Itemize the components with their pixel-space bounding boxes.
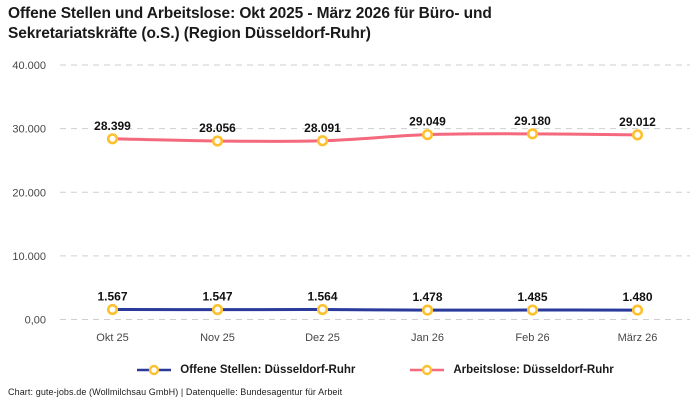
data-point[interactable]	[316, 303, 329, 316]
data-point[interactable]	[526, 304, 539, 316]
x-tick-label: Nov 25	[200, 332, 235, 344]
data-point[interactable]	[526, 128, 539, 140]
data-label: 29.180	[514, 114, 551, 128]
data-label: 1.564	[307, 290, 337, 304]
data-label: 1.567	[97, 290, 127, 304]
data-label: 29.012	[619, 115, 656, 129]
legend: Offene Stellen: Düsseldorf-Ruhr Arbeitslo…	[60, 361, 690, 379]
x-tick-label: Dez 25	[305, 332, 340, 344]
data-point[interactable]	[421, 129, 434, 141]
data-point[interactable]	[316, 135, 329, 147]
y-tick-label: 40.000	[12, 60, 46, 72]
attribution: Chart: gute-jobs.de (Wollmilchsau GmbH) …	[8, 387, 343, 397]
x-tick-label: Okt 25	[96, 332, 128, 344]
data-point[interactable]	[106, 303, 119, 316]
data-label: 29.049	[409, 115, 446, 129]
legend-marker-icon	[137, 364, 172, 376]
legend-item-offene-stellen[interactable]: Offene Stellen: Düsseldorf-Ruhr	[136, 364, 355, 376]
data-label: 1.547	[202, 290, 232, 304]
data-label: 1.478	[412, 290, 442, 304]
data-point[interactable]	[106, 133, 119, 145]
y-tick-label: 0,00	[25, 315, 46, 327]
data-point[interactable]	[631, 129, 644, 141]
series-arbeitslose: 28.399 28.056 28.091 29.049 29.180 29.012	[94, 114, 656, 147]
legend-marker-icon	[410, 364, 445, 376]
data-point[interactable]	[631, 304, 644, 316]
data-label: 28.056	[199, 121, 236, 135]
legend-label: Arbeitslose: Düsseldorf-Ruhr	[453, 364, 614, 376]
data-point[interactable]	[421, 304, 434, 316]
y-tick-label: 10.000	[12, 251, 46, 263]
x-tick-label: März 26	[618, 332, 658, 344]
data-label: 1.485	[517, 290, 547, 304]
series-line	[111, 132, 639, 143]
data-label: 28.091	[304, 121, 341, 135]
legend-item-arbeitslose[interactable]: Arbeitslose: Düsseldorf-Ruhr	[409, 364, 614, 376]
y-tick-label: 20.000	[12, 187, 46, 199]
x-tick-label: Jan 26	[411, 332, 444, 344]
data-point[interactable]	[211, 304, 224, 316]
y-tick-label: 30.000	[12, 124, 46, 136]
chart-title: Offene Stellen und Arbeitslose: Okt 2025…	[8, 5, 492, 43]
series-offene-stellen: 1.567 1.547 1.564 1.478 1.485 1.480	[97, 290, 653, 316]
data-label: 1.480	[622, 290, 652, 304]
data-point[interactable]	[211, 135, 224, 147]
legend-label: Offene Stellen: Düsseldorf-Ruhr	[180, 364, 356, 376]
data-label: 28.399	[94, 119, 131, 133]
x-tick-label: Feb 26	[515, 332, 549, 344]
series-line	[111, 308, 639, 312]
